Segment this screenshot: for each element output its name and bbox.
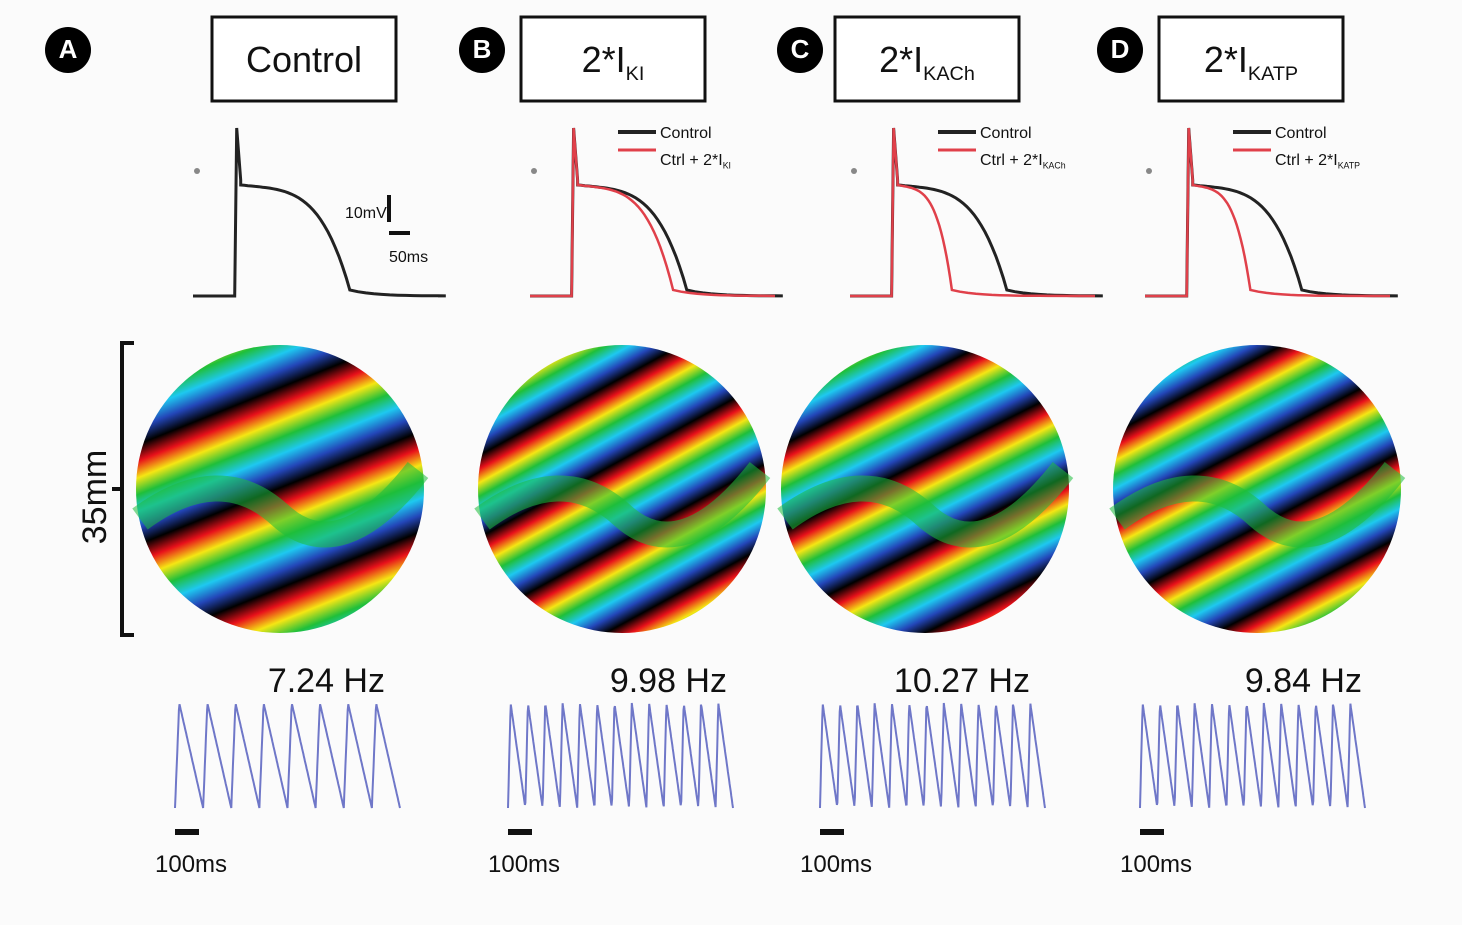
legend-label: Ctrl + 2*IKI bbox=[660, 152, 731, 171]
legend-label: Control bbox=[980, 125, 1032, 142]
panel-title-main: 2*I bbox=[879, 39, 923, 80]
legend-label-main: Ctrl + 2*I bbox=[1275, 152, 1338, 169]
ap-modified bbox=[850, 127, 1096, 298]
panel-badge bbox=[459, 27, 505, 73]
title-box bbox=[210, 15, 398, 103]
ap-control bbox=[193, 127, 446, 298]
panel-title-sub: KATP bbox=[1248, 63, 1298, 85]
panel-title-sub: KI bbox=[626, 63, 645, 85]
frequency-label: 10.27 Hz bbox=[894, 662, 1030, 700]
panel-title: 2*IKI bbox=[582, 39, 645, 85]
panel-title: 2*IKACh bbox=[879, 39, 975, 85]
legend-label-sub: KACh bbox=[1043, 161, 1066, 171]
panel-title-main: Control bbox=[246, 39, 362, 80]
panel-title: 2*IKATP bbox=[1204, 39, 1298, 85]
time-scale-label: 100ms bbox=[155, 851, 227, 878]
time-scale-label: 100ms bbox=[488, 851, 560, 878]
voltage-scale-label: 10mV bbox=[345, 205, 387, 222]
oscillation-trace bbox=[819, 702, 1046, 809]
ap-time-scale-label: 50ms bbox=[389, 249, 428, 266]
stim-marker bbox=[851, 168, 857, 174]
panel-letter: A bbox=[59, 34, 78, 64]
size-bracket bbox=[112, 341, 134, 637]
frequency-label: 9.84 Hz bbox=[1245, 662, 1362, 700]
oscillation-trace bbox=[1139, 702, 1366, 809]
panel-badge bbox=[777, 27, 823, 73]
panel-letter: C bbox=[791, 34, 810, 64]
spiral-map bbox=[1113, 345, 1401, 633]
spiral-core bbox=[777, 461, 1074, 548]
legend-label-main: Ctrl + 2*I bbox=[980, 152, 1043, 169]
panel-badge bbox=[1097, 27, 1143, 73]
title-box bbox=[1157, 15, 1345, 103]
time-scale-label: 100ms bbox=[1120, 851, 1192, 878]
legend-label: Control bbox=[660, 125, 712, 142]
stim-marker bbox=[194, 168, 200, 174]
stim-marker bbox=[1146, 168, 1152, 174]
oscillation-trace bbox=[507, 702, 734, 809]
panel-letter: B bbox=[473, 34, 492, 64]
frequency-label: 9.98 Hz bbox=[610, 662, 727, 700]
panel-title: Control bbox=[246, 39, 362, 80]
legend-label-sub: KATP bbox=[1338, 161, 1360, 171]
panel-title-sub: KACh bbox=[923, 63, 975, 85]
spiral-map bbox=[136, 345, 424, 633]
legend-label: Ctrl + 2*IKATP bbox=[1275, 152, 1360, 171]
legend-label: Ctrl + 2*IKACh bbox=[980, 152, 1066, 171]
time-scale-label: 100ms bbox=[800, 851, 872, 878]
stim-marker bbox=[531, 168, 537, 174]
spiral-core bbox=[474, 461, 771, 548]
panel-letter: D bbox=[1111, 34, 1130, 64]
ap-modified bbox=[1145, 127, 1391, 298]
spiral-map bbox=[781, 345, 1069, 633]
spiral-core bbox=[1109, 461, 1406, 548]
size-label: 35mm bbox=[76, 450, 114, 544]
legend-label: Control bbox=[1275, 125, 1327, 142]
oscillation-trace bbox=[174, 703, 401, 809]
spiral-map bbox=[478, 345, 766, 633]
title-box bbox=[833, 15, 1021, 103]
panel-title-main: 2*I bbox=[1204, 39, 1248, 80]
frequency-label: 7.24 Hz bbox=[268, 662, 385, 700]
legend-label-sub: KI bbox=[723, 161, 731, 171]
spiral-core bbox=[132, 461, 429, 548]
panel-title-main: 2*I bbox=[582, 39, 626, 80]
ap-modified bbox=[530, 127, 776, 298]
panel-badge bbox=[45, 27, 91, 73]
title-box bbox=[519, 15, 707, 103]
legend-label-main: Ctrl + 2*I bbox=[660, 152, 723, 169]
